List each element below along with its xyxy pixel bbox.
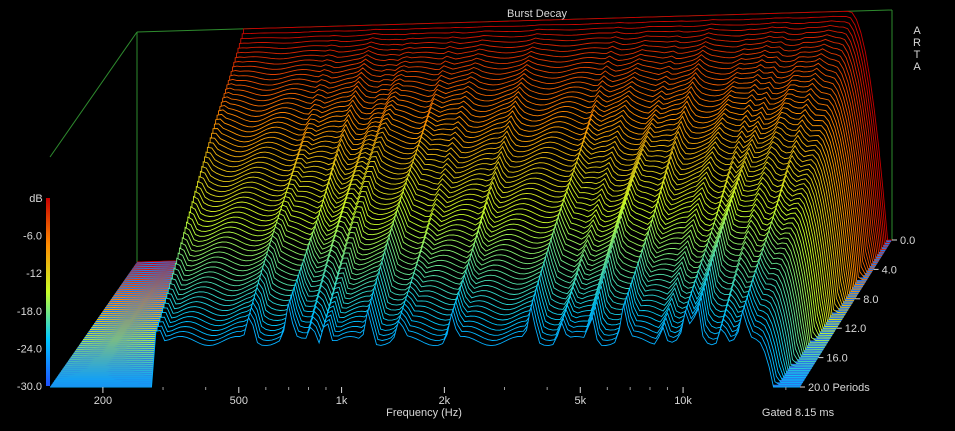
decay-slice-line — [52, 295, 803, 384]
time-tick-label: 20.0 Periods — [808, 382, 870, 394]
decay-slice-line — [50, 303, 800, 388]
frame-side-top-edge — [49, 31, 138, 158]
decay-slice-line — [66, 247, 818, 364]
decay-slice-line — [68, 243, 819, 362]
decay-slice-line — [101, 135, 854, 315]
x-tick-label: 2k — [439, 395, 451, 407]
decay-slice-line — [92, 164, 846, 326]
decay-slice-line — [69, 238, 821, 360]
decay-slice-line — [113, 90, 868, 297]
time-tick-label: 8.0 — [863, 294, 878, 306]
db-color-bar — [46, 198, 50, 386]
decay-slice-line — [84, 189, 837, 338]
decay-slice-line — [117, 76, 872, 291]
x-tick-label: 10k — [674, 395, 692, 407]
decay-slice-line — [72, 228, 824, 356]
decay-slice-line — [114, 85, 869, 295]
decay-slice-line — [131, 29, 887, 271]
decay-slice-line — [120, 67, 875, 287]
decay-slice-line — [89, 173, 843, 330]
time-tick-label: 0.0 — [900, 235, 915, 247]
decay-slice-line — [58, 276, 809, 376]
decay-slice-line — [118, 72, 874, 289]
decay-slice-line — [125, 48, 881, 279]
decay-slice-line — [55, 286, 806, 380]
x-tick-label: 1k — [336, 395, 348, 407]
db-tick-label: -24.0 — [17, 343, 42, 355]
decay-slice-line — [99, 140, 853, 317]
decay-slice-line — [51, 299, 802, 386]
decay-slice-fill — [50, 303, 800, 387]
decay-slice-line — [91, 168, 844, 328]
decay-slice-line — [95, 155, 849, 322]
db-tick-label: -6.0 — [23, 231, 42, 243]
decay-slice-line — [121, 62, 876, 285]
decay-slice-line — [85, 185, 839, 336]
x-tick-label: 5k — [574, 395, 586, 407]
decay-slice-line — [77, 210, 830, 348]
db-tick-label: -18.0 — [17, 306, 42, 318]
decay-slice-line — [88, 177, 841, 332]
decay-slice-line — [83, 193, 835, 340]
decay-slice-line — [87, 181, 840, 334]
decay-slice-line — [136, 10, 893, 263]
decay-slice-line — [61, 266, 812, 372]
decay-slice-line — [103, 125, 858, 311]
decay-slice-line — [54, 291, 805, 382]
decay-slice-line — [102, 130, 856, 313]
decay-slice-line — [63, 257, 815, 368]
decay-slice-line — [132, 24, 888, 269]
decay-slice-line — [80, 202, 833, 344]
frequency-axis: 200 500 1k 2k 5k 10k — [94, 387, 787, 407]
db-tick-label: -30.0 — [17, 381, 42, 393]
db-tick-label: -12 — [26, 268, 42, 280]
x-tick-label: 500 — [230, 395, 248, 407]
decay-slice-line — [76, 215, 828, 350]
decay-slice-line — [106, 115, 860, 307]
decay-slice-line — [127, 43, 882, 277]
decay-slice-line — [56, 281, 808, 378]
decay-slice-line — [94, 160, 847, 324]
decay-slice-line — [110, 100, 865, 301]
time-axis: 0.0 4.0 8.0 12.0 16.0 20.0 Periods — [800, 235, 915, 394]
x-tick-label: 200 — [94, 395, 112, 407]
time-tick-label: 4.0 — [882, 264, 897, 276]
decay-slice-line — [112, 95, 866, 299]
z-axis-label: dB — [29, 193, 42, 205]
decay-slice-line — [79, 206, 831, 346]
decay-slices — [50, 10, 893, 388]
time-tick-label: 16.0 — [826, 353, 847, 365]
decay-slice-line — [73, 223, 825, 354]
decay-slice-line — [124, 53, 879, 281]
decay-slice-line — [107, 110, 862, 305]
db-axis: -6.0 -12 -18.0 -24.0 -30.0 — [17, 198, 50, 393]
decay-slice-line — [116, 81, 871, 293]
decay-slice-line — [97, 150, 850, 320]
decay-slice-line — [109, 105, 863, 303]
decay-slice-line — [135, 15, 891, 265]
decay-slice-line — [65, 252, 817, 366]
x-axis-label: Frequency (Hz) — [386, 407, 462, 419]
decay-slice-line — [123, 57, 878, 283]
decay-slice-line — [128, 38, 884, 275]
gated-note: Gated 8.15 ms — [762, 407, 835, 419]
decay-slice-line — [74, 219, 827, 352]
chart-title: Burst Decay — [507, 8, 567, 20]
time-tick-label: 12.0 — [845, 323, 866, 335]
decay-slice-line — [70, 232, 822, 358]
decay-slice-line — [130, 34, 885, 273]
decay-slice-line — [81, 197, 834, 342]
decay-slice-line — [59, 271, 811, 374]
decay-slice-line — [134, 20, 890, 267]
decay-slice-line — [98, 145, 852, 319]
decay-slice-line — [62, 262, 814, 370]
decay-slice-line — [105, 120, 859, 309]
